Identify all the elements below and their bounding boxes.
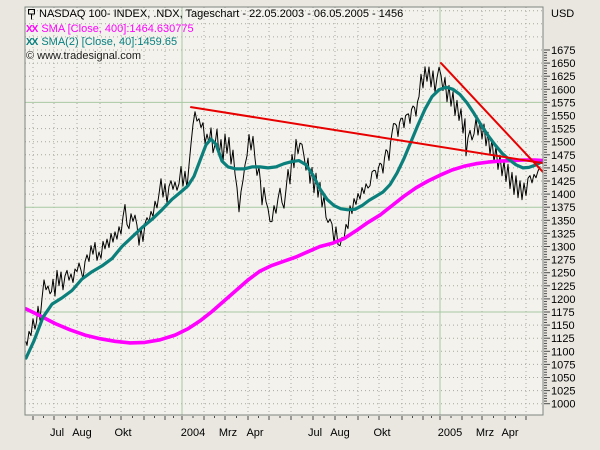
y-axis-label: 1300 (551, 242, 575, 254)
y-axis-label: 1525 (551, 124, 575, 136)
y-axis-label: 1075 (551, 359, 575, 371)
y-axis-label: 1400 (551, 189, 575, 201)
y-axis-label: 1650 (551, 58, 575, 70)
legend-sma400-label: SMA [Close, 400]:1464.630775 (41, 23, 194, 35)
x-axis-label: Mrz (476, 427, 494, 439)
y-axis-label: 1550 (551, 111, 575, 123)
y-axis-label: 1425 (551, 176, 575, 188)
y-axis-label: 1475 (551, 150, 575, 162)
indicator-icon: XX (26, 37, 38, 48)
x-axis[interactable]: Jul Aug Okt 2004 Mrz Apr Jul Aug Okt 2005 Mrz Apr (32, 416, 527, 439)
series-layer (25, 62, 543, 360)
x-axis-label: 2005 (438, 427, 462, 439)
x-axis-label: Apr (246, 427, 263, 439)
y-axis-unit-label: USD (551, 8, 574, 20)
y-axis-label: 1325 (551, 228, 575, 240)
watermark: © www.tradesignal.com (26, 50, 142, 62)
x-axis-label: 2004 (181, 427, 205, 439)
plot-background (25, 7, 543, 415)
resistance-long-trendline[interactable] (190, 106, 543, 165)
x-axis-label: Aug (330, 427, 350, 439)
y-axis-label: 1100 (551, 346, 575, 358)
indicator-icon: XX (26, 24, 38, 35)
legend-sma400[interactable]: XX SMA [Close, 400]:1464.630775 (26, 23, 194, 36)
chart-title: NASDAQ 100- INDEX, .NDX, Tageschart - 22… (39, 8, 404, 20)
y-axis-label: 1675 (551, 45, 575, 57)
legend-sma40[interactable]: XX SMA(2) [Close, 40]:1459.65 (26, 36, 177, 49)
y-axis-label: 1025 (551, 386, 575, 398)
y-axis-label: 1575 (551, 97, 575, 109)
y-axis-label: 1600 (551, 84, 575, 96)
ndx-price-series (25, 66, 541, 346)
y-axis-label: 1375 (551, 202, 575, 214)
y-axis-label: 1125 (551, 333, 575, 345)
y-axis-label: 1350 (551, 215, 575, 227)
x-axis-label: Jul (308, 427, 322, 439)
y-axis-label: 1450 (551, 163, 575, 175)
sma-40-series (25, 85, 542, 360)
y-axis-label: 1625 (551, 71, 575, 83)
plot-frame (24, 6, 544, 416)
legend-sma40-label: SMA(2) [Close, 40]:1459.65 (41, 36, 178, 48)
x-axis-label: Apr (501, 427, 518, 439)
x-axis-label: Aug (72, 427, 92, 439)
x-axis-label: Okt (114, 427, 131, 439)
y-axis-label: 1225 (551, 281, 575, 293)
y-axis-label: 1200 (551, 294, 575, 306)
pin-icon[interactable] (27, 9, 36, 20)
x-axis-label: Mrz (219, 427, 237, 439)
x-axis-label: Jul (50, 427, 64, 439)
y-axis-label: 1500 (551, 137, 575, 149)
sma-400-series (25, 158, 543, 345)
y-axis-label: 1250 (551, 268, 575, 280)
y-axis-label: 1000 (551, 399, 575, 411)
y-axis-label: 1050 (551, 373, 575, 385)
y-axis-label: 1175 (551, 307, 575, 319)
resistance-steep-trendline[interactable] (440, 62, 543, 174)
grid-layer (25, 7, 543, 415)
y-axis-label: 1150 (551, 320, 575, 332)
x-axis-label: Okt (373, 427, 390, 439)
y-axis-label: 1275 (551, 255, 575, 267)
